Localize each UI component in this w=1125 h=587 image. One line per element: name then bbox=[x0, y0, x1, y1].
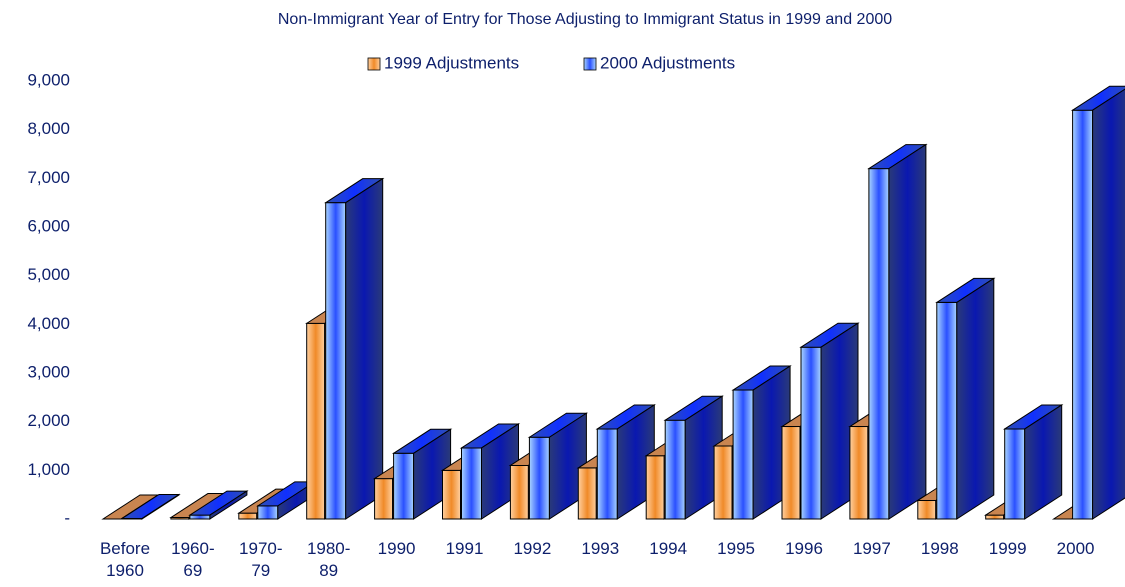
bar bbox=[868, 168, 890, 520]
x-tick-label: 1994 bbox=[649, 539, 688, 558]
bar bbox=[781, 426, 801, 520]
bar bbox=[917, 500, 937, 520]
x-tick-label: 1970-79 bbox=[239, 539, 283, 580]
y-tick-label: 2,000 bbox=[27, 411, 70, 430]
y-tick-label: 4,000 bbox=[27, 314, 70, 333]
bar-side bbox=[209, 490, 248, 520]
bar bbox=[800, 346, 822, 520]
chart-title: Non-Immigrant Year of Entry for Those Ad… bbox=[278, 11, 892, 28]
bar-side bbox=[141, 493, 180, 520]
bar bbox=[325, 202, 347, 520]
y-tick-label: 6,000 bbox=[27, 216, 70, 235]
bar-top bbox=[1070, 85, 1125, 111]
bar bbox=[509, 464, 529, 520]
bar bbox=[461, 447, 482, 520]
bar-side bbox=[1024, 404, 1063, 520]
x-tick-label: 1993 bbox=[581, 539, 620, 558]
bar bbox=[985, 514, 1005, 520]
bar bbox=[849, 426, 869, 520]
x-tick-label: 1980-89 bbox=[306, 539, 351, 580]
bar bbox=[596, 428, 618, 520]
x-tick-label: 1997 bbox=[852, 539, 891, 558]
bar bbox=[528, 436, 550, 520]
y-tick-label: 1,000 bbox=[27, 460, 70, 479]
x-tick-label: 1990 bbox=[377, 539, 416, 558]
bar bbox=[664, 419, 686, 520]
bar-side bbox=[888, 143, 927, 520]
bar bbox=[936, 301, 958, 520]
bar bbox=[393, 452, 415, 520]
bar-side bbox=[956, 277, 995, 520]
bar bbox=[442, 469, 461, 520]
x-tick-label: 1995 bbox=[717, 539, 755, 558]
x-tick-label: Before 1960 bbox=[99, 539, 151, 580]
x-tick-label: 1998 bbox=[920, 539, 959, 558]
bar bbox=[1004, 428, 1026, 520]
bar bbox=[1072, 109, 1094, 520]
bar bbox=[189, 514, 211, 520]
bar bbox=[713, 445, 733, 520]
legend-label: 2000 Adjustments bbox=[600, 53, 735, 72]
y-tick-label: 7,000 bbox=[27, 168, 70, 187]
x-tick-label: 1999 bbox=[988, 539, 1027, 558]
bar bbox=[732, 389, 754, 520]
y-tick-label: 3,000 bbox=[27, 362, 70, 381]
x-tick-label: 1996 bbox=[785, 539, 823, 558]
bar-side bbox=[1092, 88, 1125, 520]
y-tick-label: 9,000 bbox=[27, 70, 70, 89]
x-tick-label: 2000 bbox=[1056, 539, 1095, 558]
bar bbox=[645, 455, 665, 520]
bar-side bbox=[345, 177, 384, 520]
y-tick-label: 5,000 bbox=[27, 265, 70, 284]
legend-swatch bbox=[367, 57, 381, 71]
y-tick-label: - bbox=[64, 508, 70, 527]
bar bbox=[238, 512, 258, 520]
bar bbox=[257, 505, 279, 520]
x-tick-label: 1992 bbox=[513, 539, 552, 558]
x-tick-label: 1960-69 bbox=[171, 539, 215, 580]
bar bbox=[306, 322, 326, 520]
x-tick-label: 1991 bbox=[445, 539, 484, 558]
bar bbox=[577, 467, 597, 520]
legend-label: 1999 Adjustments bbox=[384, 53, 519, 72]
bar bbox=[374, 478, 394, 520]
legend-swatch bbox=[583, 57, 597, 71]
y-tick-label: 8,000 bbox=[27, 119, 70, 138]
